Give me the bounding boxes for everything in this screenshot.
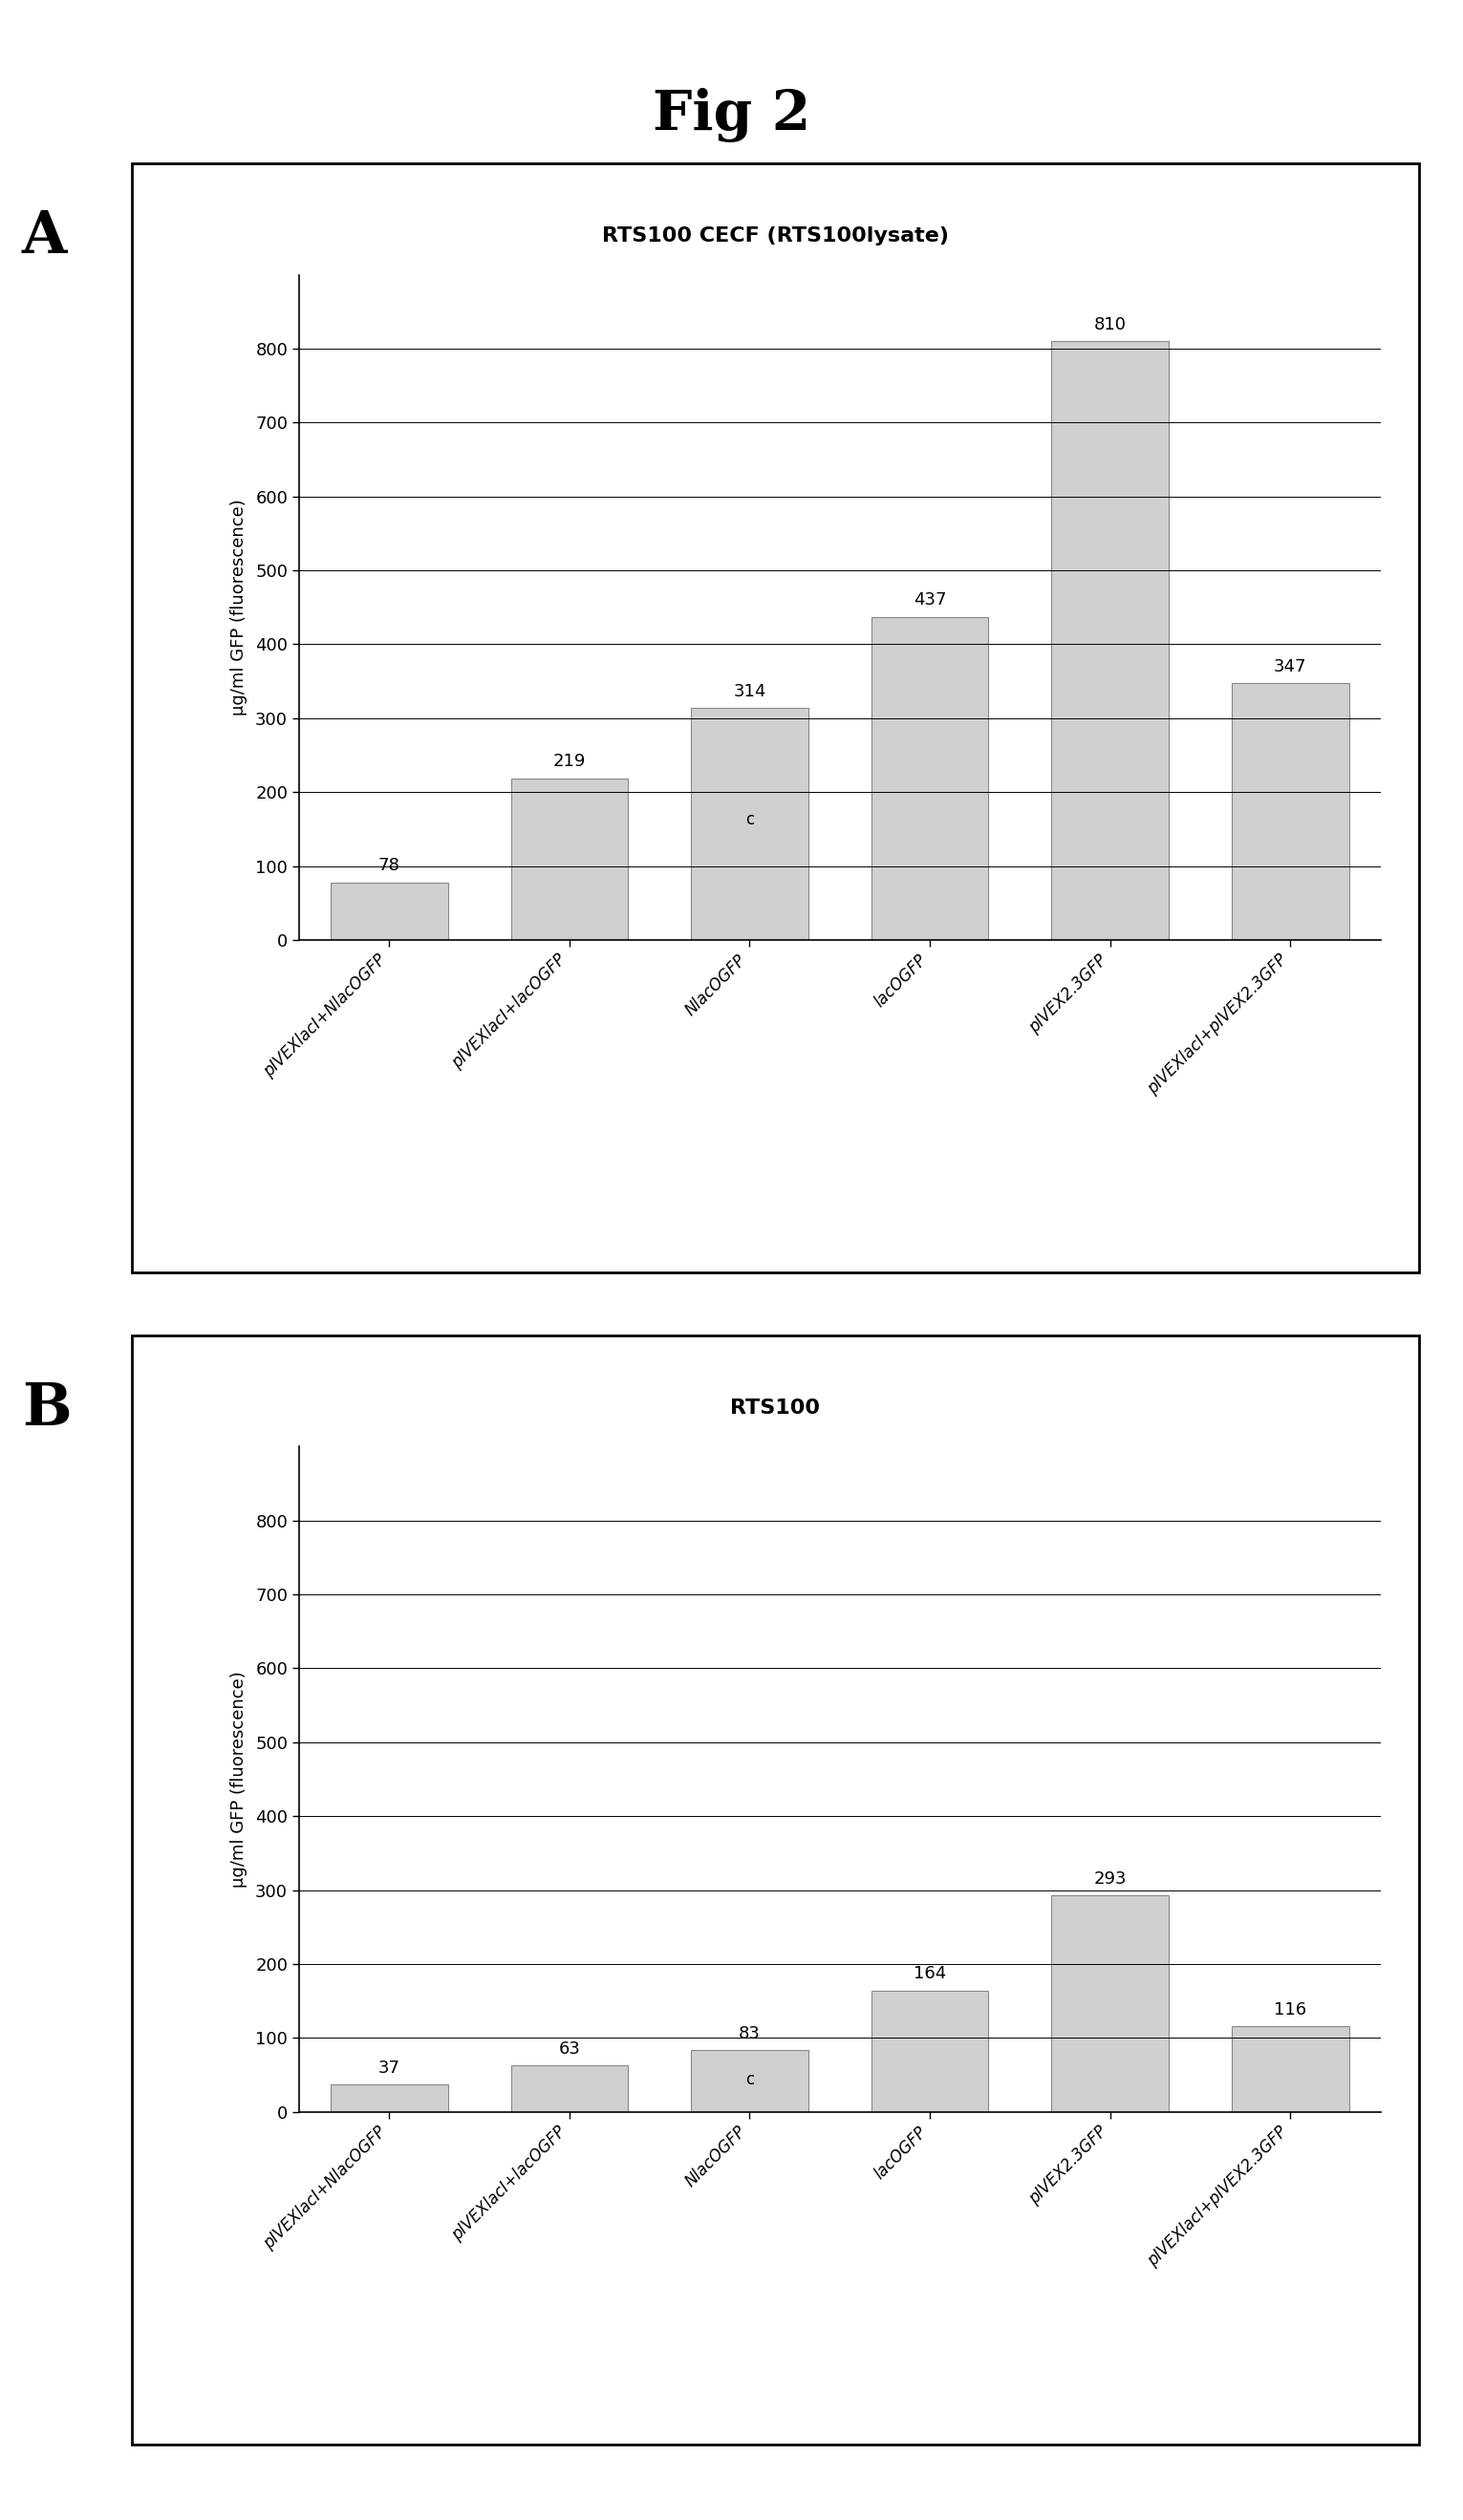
Text: 78: 78 bbox=[379, 857, 399, 874]
Text: c: c bbox=[745, 811, 753, 829]
Bar bbox=[1232, 2026, 1349, 2112]
Text: 810: 810 bbox=[1094, 315, 1127, 333]
Text: Fig 2: Fig 2 bbox=[652, 88, 811, 144]
Text: 314: 314 bbox=[733, 683, 767, 701]
Bar bbox=[1052, 1895, 1169, 2112]
Text: 347: 347 bbox=[1274, 658, 1306, 675]
Bar bbox=[511, 2066, 628, 2112]
Text: 63: 63 bbox=[559, 2041, 581, 2056]
Text: 83: 83 bbox=[739, 2026, 761, 2041]
Text: 219: 219 bbox=[553, 753, 585, 771]
Text: 116: 116 bbox=[1274, 2001, 1306, 2019]
Text: RTS100 CECF (RTS100lysate): RTS100 CECF (RTS100lysate) bbox=[601, 227, 949, 244]
Text: 437: 437 bbox=[913, 592, 947, 610]
Bar bbox=[1052, 340, 1169, 940]
Bar bbox=[511, 779, 628, 940]
Bar bbox=[1232, 683, 1349, 940]
Bar bbox=[331, 882, 448, 940]
Y-axis label: µg/ml GFP (fluorescence): µg/ml GFP (fluorescence) bbox=[230, 1671, 247, 1887]
Text: 37: 37 bbox=[377, 2059, 401, 2076]
Bar bbox=[331, 2084, 448, 2112]
Text: RTS100: RTS100 bbox=[730, 1399, 821, 1416]
Bar bbox=[691, 2051, 808, 2112]
Text: c: c bbox=[745, 2071, 753, 2089]
Bar bbox=[872, 1991, 989, 2112]
Text: B: B bbox=[22, 1381, 72, 1436]
Text: 164: 164 bbox=[913, 1966, 947, 1983]
Bar bbox=[691, 708, 808, 940]
Text: A: A bbox=[22, 209, 67, 265]
Y-axis label: µg/ml GFP (fluorescence): µg/ml GFP (fluorescence) bbox=[230, 499, 247, 716]
Bar bbox=[872, 617, 989, 940]
Text: 293: 293 bbox=[1094, 1870, 1127, 1887]
